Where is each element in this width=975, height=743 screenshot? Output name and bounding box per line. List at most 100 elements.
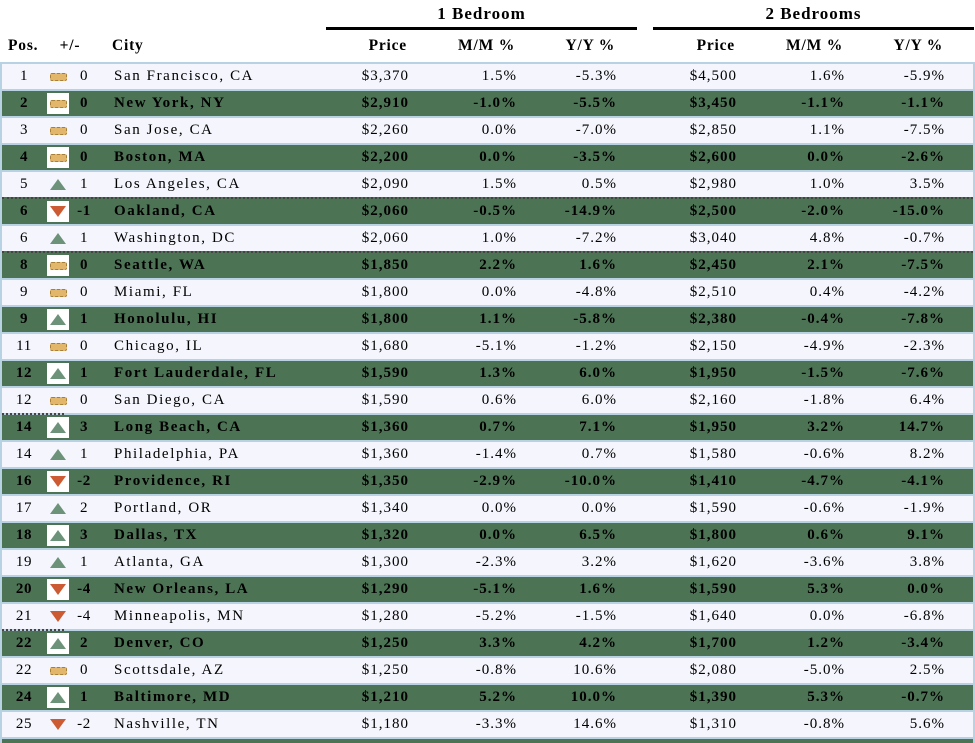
change-cell: 0 bbox=[79, 149, 89, 165]
table-row: 22 0 Scottsdale, AZ $1,250 -0.8% 10.6% $… bbox=[2, 656, 973, 683]
br2-price-cell: $3,450 bbox=[689, 95, 737, 111]
rank-down-icon bbox=[50, 206, 66, 217]
rank-up-icon bbox=[50, 530, 66, 541]
change-cell: 1 bbox=[79, 446, 89, 462]
city-cell: Oakland, CA bbox=[114, 203, 217, 219]
next-row-partial-strip bbox=[0, 737, 975, 743]
br1-mm-cell: 0.0% bbox=[481, 500, 517, 516]
table-row: 4 0 Boston, MA $2,200 0.0% -3.5% $2,600 … bbox=[2, 143, 973, 170]
rank-up-icon bbox=[50, 179, 66, 190]
change-icon-box bbox=[47, 174, 69, 195]
br2-yy-cell: 9.1% bbox=[907, 527, 945, 543]
br2-yy-cell: -1.9% bbox=[903, 500, 945, 516]
br1-price-cell: $1,360 bbox=[361, 419, 409, 435]
rank-up-icon bbox=[50, 692, 66, 703]
no-change-icon bbox=[49, 99, 67, 108]
no-change-icon bbox=[49, 126, 67, 135]
br2-yy-cell: -7.8% bbox=[901, 311, 945, 327]
br2-yy-cell: -5.9% bbox=[903, 68, 945, 84]
br2-price-cell: $1,310 bbox=[689, 716, 737, 732]
br1-price-cell: $1,320 bbox=[361, 527, 409, 543]
change-icon-box bbox=[47, 390, 69, 411]
br2-yy-cell: 6.4% bbox=[909, 392, 945, 408]
change-icon-box bbox=[47, 120, 69, 141]
br2-mm-cell: 1.6% bbox=[809, 68, 845, 84]
table-body: 1 0 San Francisco, CA $3,370 1.5% -5.3% … bbox=[0, 62, 975, 737]
br2-mm-cell: 1.1% bbox=[809, 122, 845, 138]
pos-cell: 22 bbox=[15, 635, 33, 651]
br1-yy-cell: 0.5% bbox=[581, 176, 617, 192]
change-cell: 1 bbox=[79, 176, 89, 192]
pos-cell: 17 bbox=[15, 500, 33, 516]
br1-price-cell: $2,060 bbox=[361, 230, 409, 246]
pos-cell: 9 bbox=[19, 311, 29, 327]
br1-price-cell: $1,210 bbox=[361, 689, 409, 705]
rank-up-icon bbox=[50, 368, 66, 379]
br1-mm-cell: 0.0% bbox=[481, 122, 517, 138]
column-header-br2-yy: Y/Y % bbox=[893, 37, 943, 54]
br2-mm-cell: 0.0% bbox=[807, 149, 845, 165]
column-header-br1-mm: M/M % bbox=[458, 37, 515, 54]
br1-price-cell: $2,910 bbox=[361, 95, 409, 111]
br1-mm-cell: -0.5% bbox=[473, 203, 517, 219]
br1-price-cell: $1,800 bbox=[361, 311, 409, 327]
br2-yy-cell: -3.4% bbox=[901, 635, 945, 651]
br1-mm-cell: 0.0% bbox=[479, 527, 517, 543]
pos-cell: 11 bbox=[16, 338, 32, 354]
br1-mm-cell: 0.6% bbox=[481, 392, 517, 408]
change-cell: -4 bbox=[77, 608, 91, 624]
br2-mm-cell: 5.3% bbox=[807, 581, 845, 597]
br1-price-cell: $1,350 bbox=[361, 473, 409, 489]
city-cell: Los Angeles, CA bbox=[114, 176, 241, 192]
br1-yy-cell: -1.2% bbox=[575, 338, 617, 354]
br2-price-cell: $2,160 bbox=[689, 392, 737, 408]
rank-up-icon bbox=[50, 233, 66, 244]
table-row: 16 -2 Providence, RI $1,350 -2.9% -10.0%… bbox=[2, 467, 973, 494]
br2-yy-cell: -7.5% bbox=[903, 122, 945, 138]
br2-price-cell: $2,080 bbox=[689, 662, 737, 678]
change-cell: 1 bbox=[79, 311, 89, 327]
br2-price-cell: $1,950 bbox=[689, 365, 737, 381]
br1-mm-cell: 1.5% bbox=[481, 176, 517, 192]
br1-price-cell: $1,680 bbox=[361, 338, 409, 354]
table-row: 25 -2 Nashville, TN $1,180 -3.3% 14.6% $… bbox=[2, 710, 973, 737]
column-header-br2-price: Price bbox=[696, 37, 735, 54]
table-row: 1 0 San Francisco, CA $3,370 1.5% -5.3% … bbox=[2, 62, 973, 89]
change-icon-box bbox=[47, 255, 69, 276]
city-cell: Boston, MA bbox=[114, 149, 207, 165]
city-cell: Portland, OR bbox=[114, 500, 213, 516]
br2-mm-cell: -0.6% bbox=[803, 500, 845, 516]
change-icon-box bbox=[47, 417, 69, 438]
br2-price-cell: $2,850 bbox=[689, 122, 737, 138]
city-cell: San Diego, CA bbox=[114, 392, 227, 408]
pos-cell: 2 bbox=[19, 95, 29, 111]
rank-up-icon bbox=[50, 422, 66, 433]
br2-mm-cell: -0.6% bbox=[803, 446, 845, 462]
city-cell: Minneapolis, MN bbox=[114, 608, 245, 624]
pos-cell: 6 bbox=[19, 230, 29, 246]
change-icon-box bbox=[47, 309, 69, 330]
br1-yy-cell: -7.2% bbox=[575, 230, 617, 246]
rank-up-icon bbox=[50, 314, 66, 325]
change-icon-box bbox=[47, 498, 69, 519]
city-cell: Miami, FL bbox=[114, 284, 194, 300]
table-row: 6 1 Washington, DC $2,060 1.0% -7.2% $3,… bbox=[2, 224, 973, 251]
br2-yy-cell: -6.8% bbox=[903, 608, 945, 624]
change-cell: 0 bbox=[79, 338, 89, 354]
pos-cell: 22 bbox=[15, 662, 33, 678]
table-row: 9 0 Miami, FL $1,800 0.0% -4.8% $2,510 0… bbox=[2, 278, 973, 305]
br2-price-cell: $2,510 bbox=[689, 284, 737, 300]
city-cell: Dallas, TX bbox=[114, 527, 199, 543]
br2-price-cell: $2,600 bbox=[689, 149, 737, 165]
change-icon-box bbox=[47, 363, 69, 384]
change-cell: -2 bbox=[77, 716, 91, 732]
br2-yy-cell: -0.7% bbox=[903, 230, 945, 246]
br1-yy-cell: 10.6% bbox=[573, 662, 617, 678]
pos-cell: 3 bbox=[19, 122, 29, 138]
change-icon-box bbox=[47, 228, 69, 249]
br1-price-cell: $3,370 bbox=[361, 68, 409, 84]
change-icon-box bbox=[47, 444, 69, 465]
br2-yy-cell: 3.5% bbox=[909, 176, 945, 192]
change-icon-box bbox=[47, 606, 69, 627]
rank-down-icon bbox=[50, 584, 66, 595]
